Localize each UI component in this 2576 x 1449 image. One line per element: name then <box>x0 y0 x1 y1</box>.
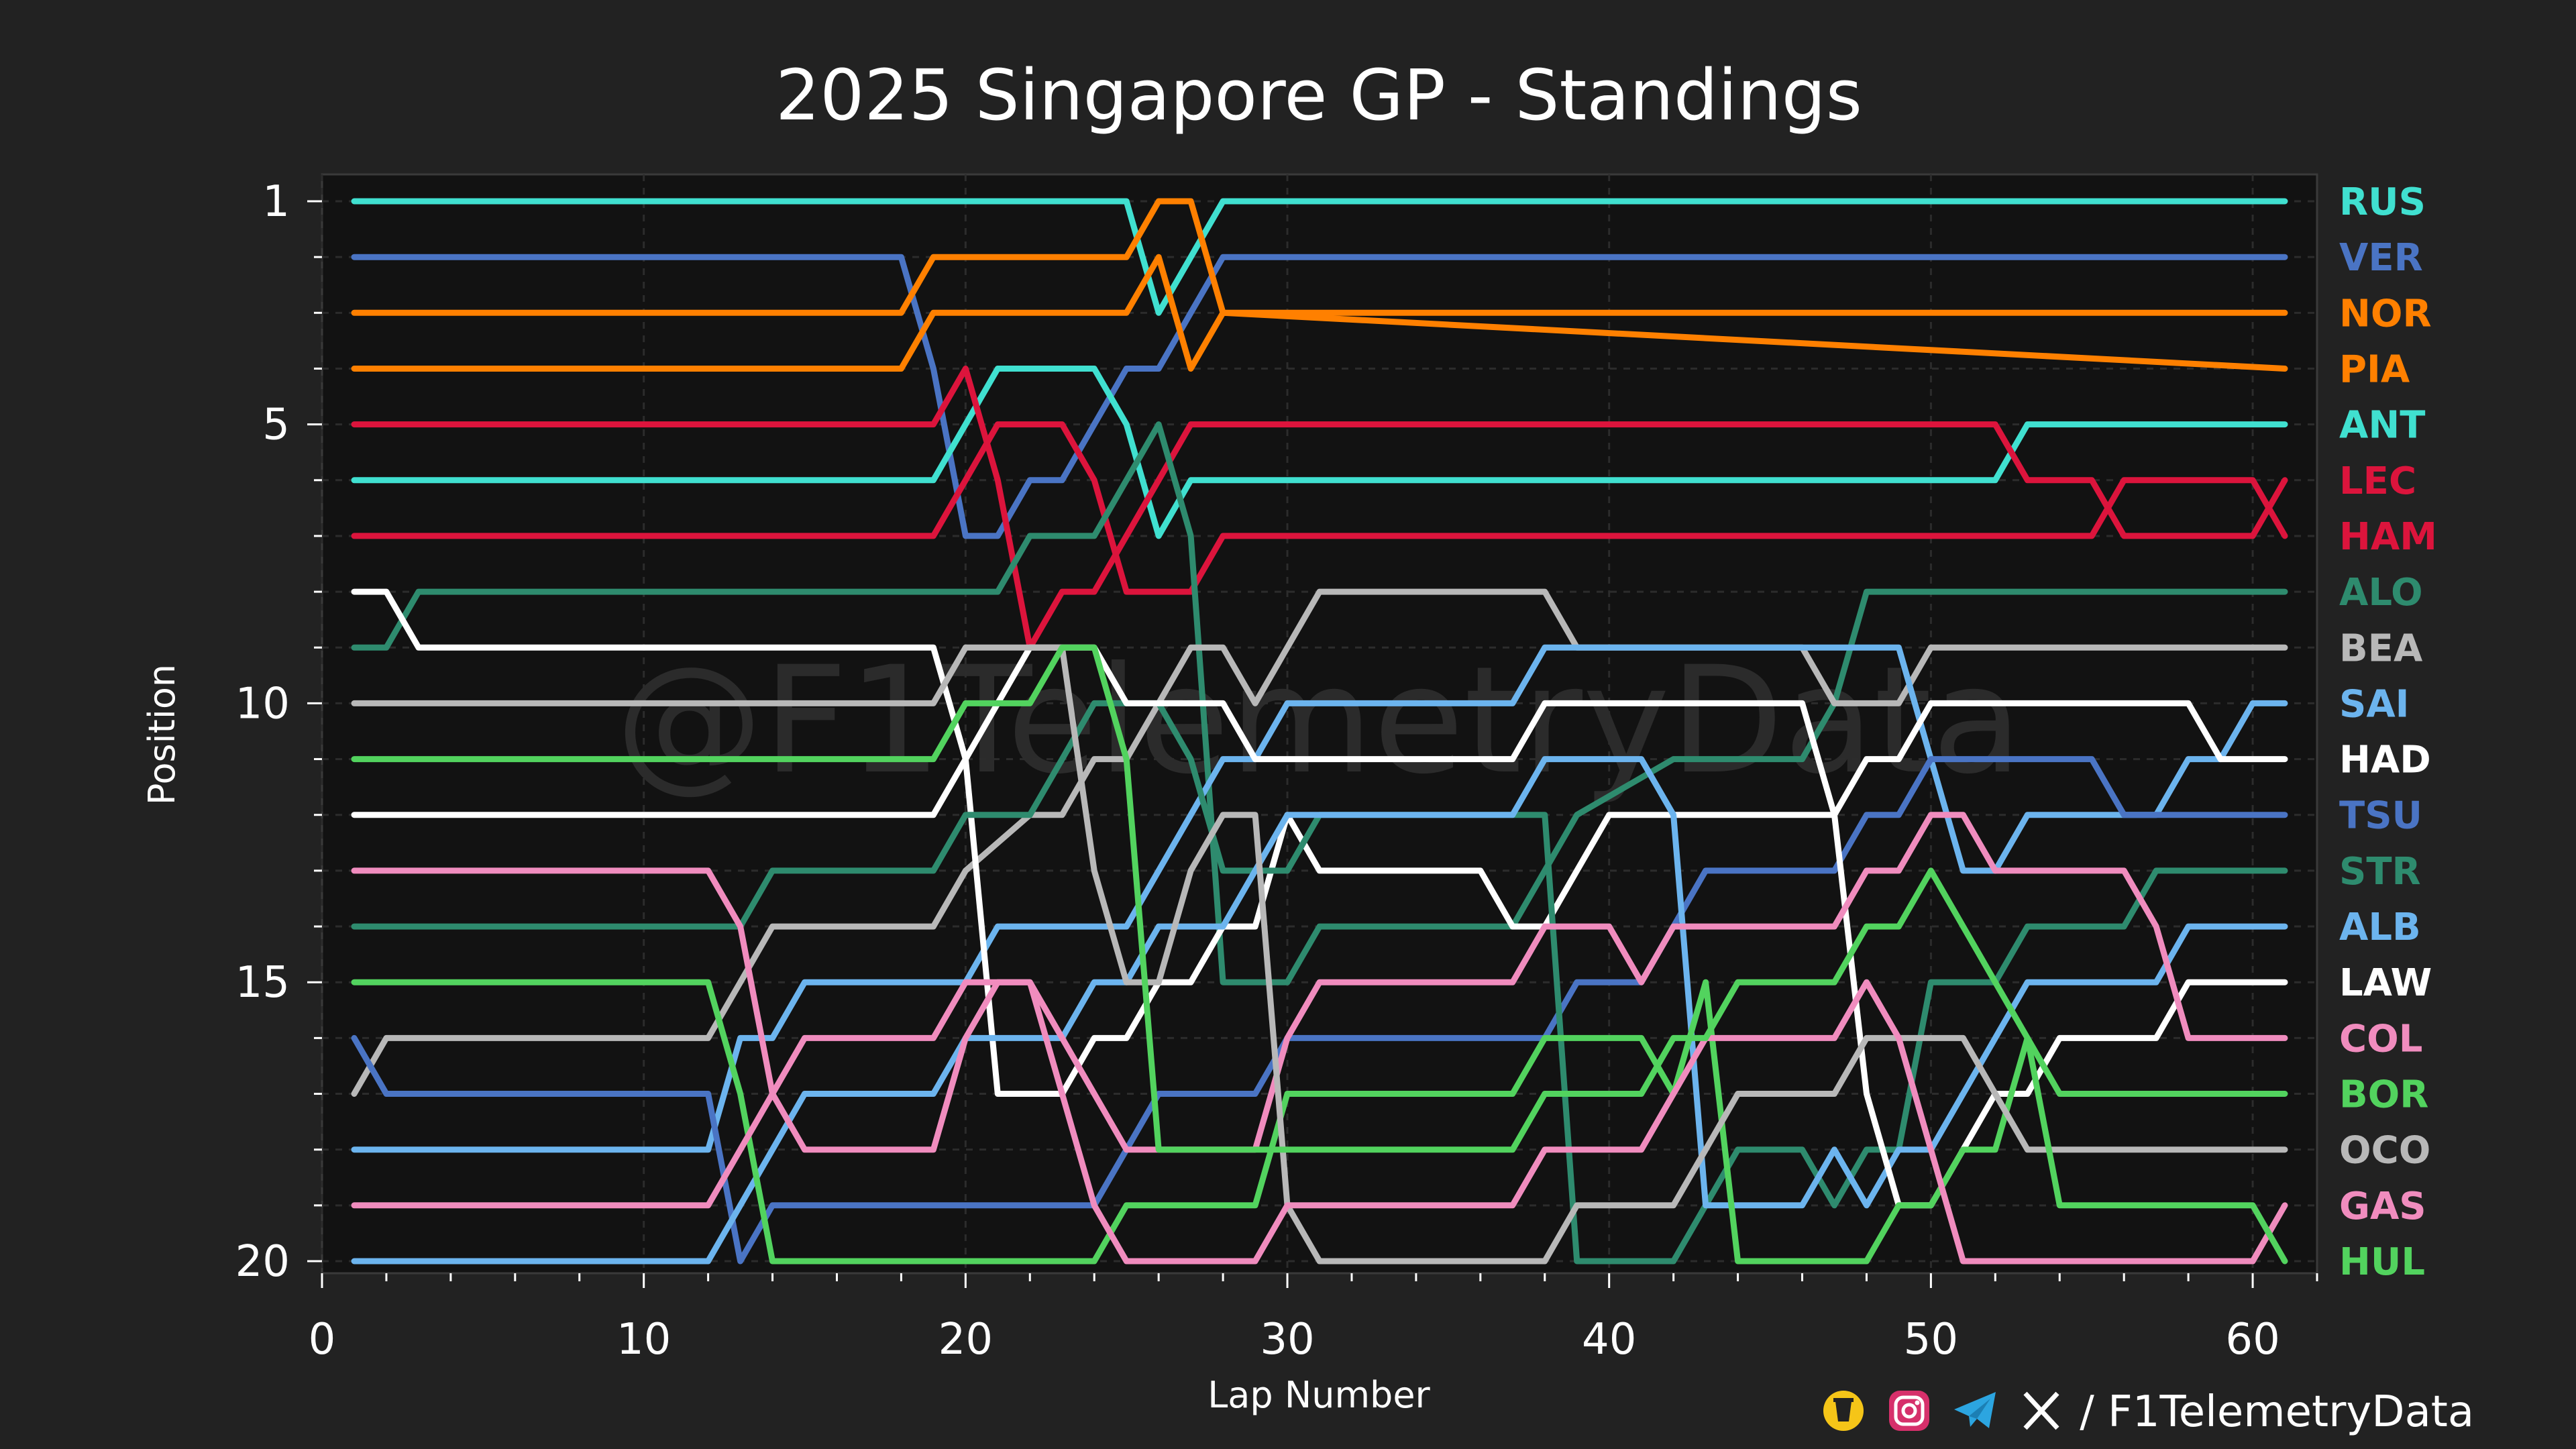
driver-label-sai: SAI <box>2339 682 2410 726</box>
y-tick-label: 20 <box>235 1237 290 1287</box>
x-axis-label: Lap Number <box>1208 1374 1430 1416</box>
x-tick-label: 0 <box>309 1315 336 1364</box>
y-tick-label: 15 <box>235 958 290 1008</box>
plot-area <box>321 173 2318 1275</box>
driver-label-ver: VER <box>2339 236 2423 280</box>
series-line-bea <box>351 588 2288 1097</box>
driver-label-alb: ALB <box>2339 906 2421 949</box>
driver-label-bor: BOR <box>2339 1073 2428 1117</box>
watermark: @F1TelemetryData <box>615 635 2022 806</box>
series-line-hul <box>351 644 2288 1265</box>
telegram-icon[interactable] <box>1954 1392 1996 1428</box>
credits: / F1TelemetryData <box>1823 1387 2474 1437</box>
series-line-ant <box>351 366 2288 539</box>
x-tick-label: 30 <box>1260 1315 1314 1364</box>
driver-label-ant: ANT <box>2339 404 2425 447</box>
driver-label-pia: PIA <box>2339 347 2410 391</box>
driver-label-lec: LEC <box>2339 460 2416 503</box>
driver-label-law: LAW <box>2339 961 2432 1005</box>
buymeacoffee-icon[interactable] <box>1823 1391 1864 1431</box>
x-icon[interactable] <box>2023 1391 2059 1430</box>
series-line-sai <box>351 644 2288 1153</box>
series-line-pia <box>351 254 2288 372</box>
credits-handle[interactable]: F1TelemetryData <box>2108 1387 2474 1437</box>
y-tick-label: 5 <box>262 400 290 450</box>
driver-labels: RUS VER NOR PIA ANT LEC HAM ALO BEA SAI HAD TSU STR A… <box>2339 180 2437 1284</box>
driver-label-oco: OCO <box>2339 1129 2430 1173</box>
x-tick-label: 10 <box>616 1315 671 1364</box>
driver-label-bea: BEA <box>2339 627 2423 670</box>
x-tick-label: 40 <box>1582 1315 1636 1364</box>
series-line-ham <box>351 421 2288 595</box>
driver-label-col: COL <box>2339 1017 2422 1061</box>
series-line-alo <box>351 421 2288 985</box>
x-tick-label: 60 <box>2225 1315 2279 1364</box>
y-tick-label: 1 <box>262 177 290 227</box>
series-line-rus <box>351 198 2288 316</box>
driver-label-nor: NOR <box>2339 292 2432 335</box>
driver-label-rus: RUS <box>2339 180 2426 224</box>
series-lines <box>351 198 2288 1265</box>
series-line-col <box>351 812 2288 1153</box>
x-tick-label: 20 <box>938 1315 993 1364</box>
driver-label-alo: ALO <box>2339 571 2423 614</box>
y-axis-label: Position <box>141 664 183 805</box>
driver-label-gas: GAS <box>2339 1185 2426 1228</box>
x-tick-label: 50 <box>1904 1315 1958 1364</box>
chart-title: 2025 Singapore GP - Standings <box>775 54 1862 136</box>
series-line-ver <box>351 254 2288 539</box>
driver-label-had: HAD <box>2339 739 2431 782</box>
driver-label-str: STR <box>2339 850 2421 894</box>
series-line-gas <box>351 979 2288 1265</box>
series-line-str <box>351 700 2288 1265</box>
series-line-oco <box>351 644 2288 1265</box>
series-line-nor <box>351 198 2288 316</box>
series-line-alb <box>351 756 2288 1265</box>
driver-label-hul: HUL <box>2339 1240 2425 1284</box>
driver-label-ham: HAM <box>2339 515 2437 559</box>
driver-label-tsu: TSU <box>2339 794 2422 838</box>
y-tick-label: 10 <box>235 679 290 729</box>
credits-separator: / <box>2080 1387 2094 1437</box>
instagram-icon[interactable] <box>1889 1391 1929 1431</box>
